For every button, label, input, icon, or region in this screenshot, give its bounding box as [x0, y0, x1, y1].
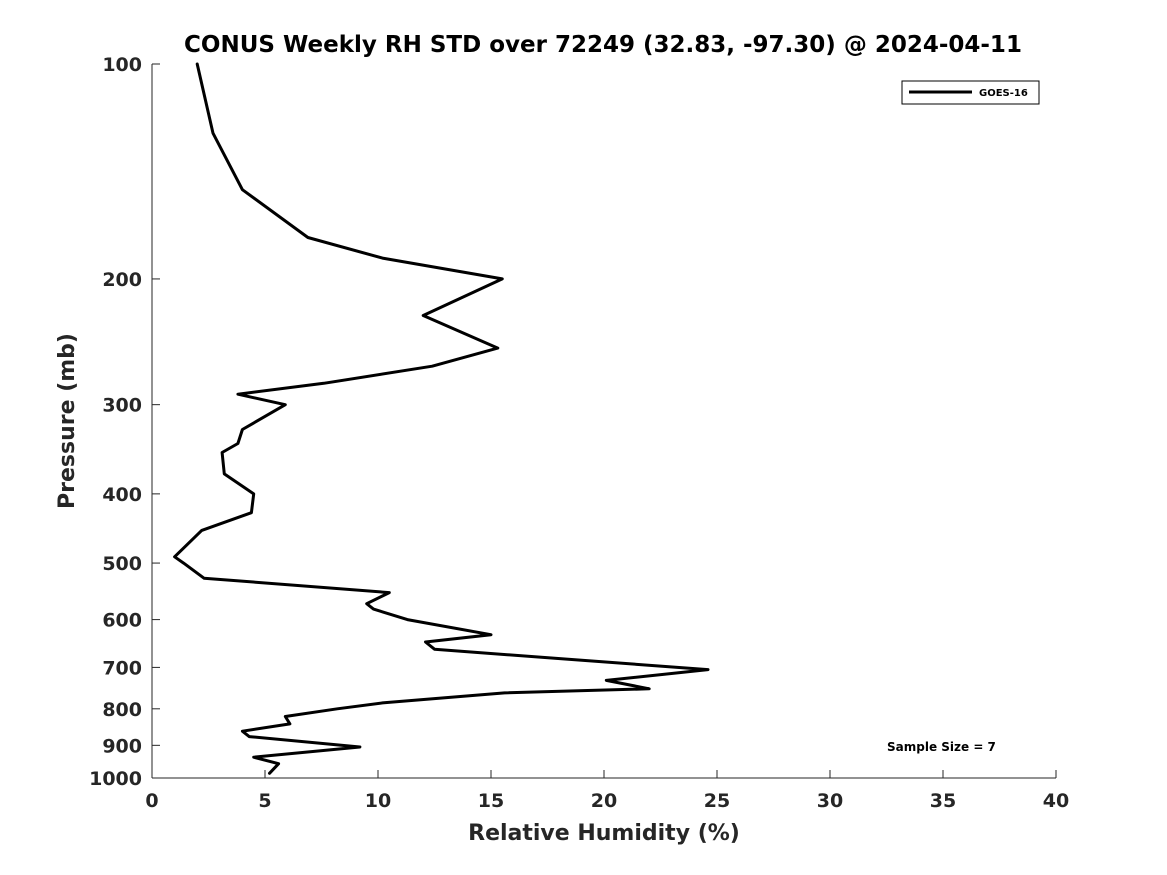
x-tick-label: 30	[817, 790, 843, 812]
plot-area: 0 5 10 15 20 25 30 35 40 100 200 300 400 500 600 700 800…	[89, 54, 1069, 812]
y-tick-label: 900	[102, 735, 142, 757]
y-tick-label: 600	[102, 610, 142, 632]
series-line-goes-16	[173, 62, 710, 775]
y-tick-label: 500	[102, 553, 142, 575]
chart-title: CONUS Weekly RH STD over 72249 (32.83, -…	[184, 32, 1022, 58]
y-tick-label: 700	[102, 657, 142, 679]
x-tick-label: 25	[704, 790, 730, 812]
x-tick-label: 15	[478, 790, 504, 812]
y-tick-label: 1000	[89, 768, 142, 790]
y-tick-label: 100	[102, 54, 142, 76]
x-tick-label: 20	[591, 790, 617, 812]
x-tick-label: 10	[365, 790, 391, 812]
x-tick-label: 35	[930, 790, 956, 812]
y-tick-label: 300	[102, 395, 142, 417]
x-tick-label: 5	[258, 790, 271, 812]
y-tick-label: 200	[102, 269, 142, 291]
x-axis-label: Relative Humidity (%)	[468, 821, 740, 846]
x-tick-label: 0	[145, 790, 158, 812]
y-tick-label: 800	[102, 699, 142, 721]
legend: GOES-16	[901, 80, 1040, 105]
legend-label: GOES-16	[979, 88, 1028, 99]
x-tick-label: 40	[1043, 790, 1069, 812]
sample-size-annotation: Sample Size = 7	[887, 740, 996, 754]
y-tick-label: 400	[102, 484, 142, 506]
y-axis-label: Pressure (mb)	[55, 333, 80, 509]
